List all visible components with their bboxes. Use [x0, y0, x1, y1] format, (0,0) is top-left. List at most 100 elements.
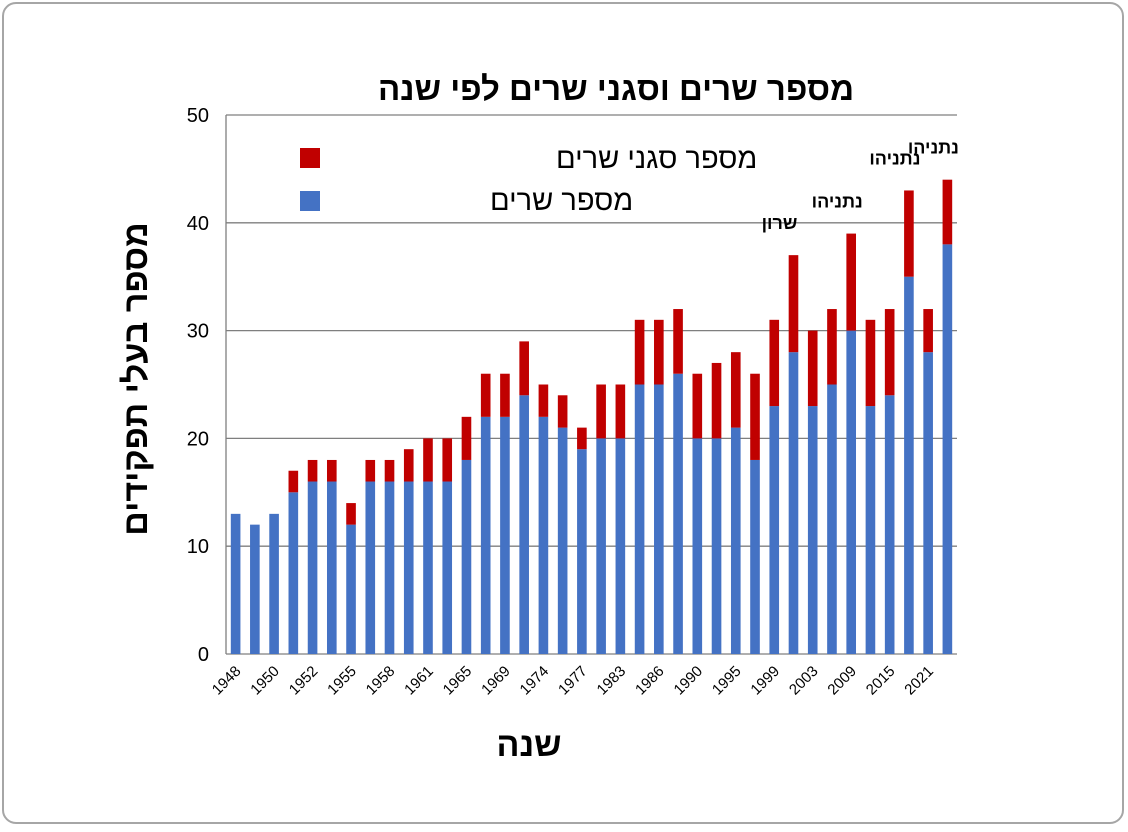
bar-deputy-ministers-1953: [326, 459, 337, 482]
x-tick-label: 1969: [478, 663, 514, 699]
bar-ministers-1955: [346, 524, 356, 654]
bar-ministers-1990: [692, 438, 703, 654]
bar-deputy-ministers-1988: [673, 309, 683, 374]
annotation-label: נתניהו: [908, 138, 959, 158]
bar-deputy-ministers-2009: [846, 233, 857, 331]
bar-deputy-ministers-2021: [923, 309, 933, 353]
y-tick-label: 0: [198, 644, 209, 666]
x-tick-label: 1986: [632, 663, 668, 699]
bar-ministers-1975: [557, 427, 568, 654]
bar-deputy-ministers-1970: [519, 341, 529, 396]
x-tick-label: 1955: [324, 663, 360, 699]
bar-ministers-1969: [500, 416, 510, 654]
x-tick-label: 1948: [209, 663, 245, 699]
annotation-label: שרון: [762, 213, 798, 233]
bar-deputy-ministers-1999: [769, 319, 780, 407]
bar-deputy-ministers-1958: [384, 459, 395, 482]
bar-ministers-1970: [519, 395, 529, 654]
bar-ministers-2013: [865, 406, 876, 654]
bar-deputy-ministers-2001: [788, 255, 799, 353]
bar-deputy-ministers-1955: [346, 503, 356, 525]
bar-deputy-ministers-1996: [750, 373, 760, 460]
x-tick-label: 1995: [709, 663, 745, 699]
bar-deputy-ministers-2006: [827, 309, 837, 385]
legend-label-deputy-ministers: מספר סגני שרים: [556, 143, 757, 175]
x-tick-label: 1974: [517, 663, 553, 699]
y-tick-label: 40: [187, 213, 209, 235]
y-axis-title: מספר בעלי תפקידים: [117, 222, 155, 535]
x-tick-label: 1952: [286, 663, 322, 699]
x-tick-label: 1990: [671, 663, 707, 699]
bar-ministers-1953: [326, 481, 337, 654]
bar-ministers-1950: [269, 513, 279, 654]
bar-ministers-1977: [577, 449, 587, 654]
bar-ministers-2009: [846, 330, 857, 654]
bar-ministers-2006: [827, 384, 837, 654]
bar-deputy-ministers-1969: [500, 373, 510, 417]
bar-deputy-ministers-1959: [403, 449, 414, 482]
x-tick-label: 1958: [363, 663, 399, 699]
bar-deputy-ministers-1990: [692, 373, 703, 439]
bar-deputy-ministers-1986: [654, 319, 664, 385]
bar-deputy-ministers-1984: [634, 319, 645, 385]
bar-ministers-1963: [442, 481, 453, 654]
annotation-label: נתניהו: [812, 192, 863, 212]
bar-ministers-1951: [288, 492, 299, 654]
y-tick-label: 20: [187, 428, 209, 450]
bar-ministers-1995: [730, 427, 741, 654]
bar-ministers-1956: [365, 481, 376, 654]
x-tick-label: 1961: [401, 663, 437, 699]
bar-deputy-ministers-1974: [538, 384, 549, 417]
bar-ministers-1952: [307, 481, 318, 654]
bar-ministers-1988: [673, 373, 683, 654]
legend: מספר סגני שרים מספר שרים: [300, 143, 757, 217]
x-tick-label: 2021: [901, 663, 937, 699]
bar-ministers-2020: [904, 276, 914, 654]
bar-deputy-ministers-1977: [577, 427, 587, 450]
bar-ministers-1992: [711, 438, 722, 654]
bar-ministers-1974: [538, 416, 549, 654]
bar-deputy-ministers-1979: [596, 384, 606, 439]
x-tick-label: 1983: [594, 663, 630, 699]
bar-ministers-2003: [807, 406, 818, 654]
y-tick-label: 30: [187, 321, 209, 343]
bar-ministers-1961: [423, 481, 433, 654]
annotation-label: נתניהו: [869, 148, 920, 168]
bar-deputy-ministers-1966: [480, 373, 491, 417]
bar-ministers-2021: [923, 352, 933, 654]
bar-deputy-ministers-1983: [615, 384, 626, 439]
x-tick-label: 1977: [555, 663, 591, 699]
bar-deputy-ministers-2013: [865, 319, 876, 407]
bar-ministers-1999: [769, 406, 780, 654]
bar-ministers-1958: [384, 481, 395, 654]
bar-deputy-ministers-1951: [288, 470, 299, 493]
x-tick-label: 2003: [786, 663, 822, 699]
legend-swatch-ministers: [300, 191, 320, 211]
x-tick-label: 2009: [824, 663, 860, 699]
y-tick-label: 10: [187, 536, 209, 558]
y-tick-label: 50: [187, 105, 209, 127]
bar-ministers-1948: [230, 513, 241, 654]
bar-ministers-2001: [788, 352, 799, 654]
bar-ministers-1965: [461, 459, 472, 654]
x-tick-label: 1999: [747, 663, 783, 699]
bars: [230, 179, 953, 655]
bar-ministers-1949: [250, 524, 260, 654]
legend-swatch-deputy-ministers: [300, 148, 320, 168]
bar-ministers-1984: [634, 384, 645, 654]
bar-deputy-ministers-1992: [711, 362, 722, 439]
bar-deputy-ministers-1975: [557, 395, 568, 428]
bar-ministers-2015: [884, 395, 895, 654]
bar-deputy-ministers-1961: [423, 438, 433, 482]
bar-ministers-1979: [596, 438, 606, 654]
bar-ministers-2022: [942, 244, 953, 655]
legend-label-ministers: מספר שרים: [490, 185, 633, 217]
bar-deputy-ministers-1995: [730, 352, 741, 428]
chart-canvas: מספר שרים וסגני שרים לפי שנה 0 10 20 30 40 50…: [117, 70, 959, 764]
bar-deputy-ministers-2003: [807, 330, 818, 407]
bar-ministers-1966: [480, 416, 491, 654]
bar-deputy-ministers-2022: [942, 179, 953, 245]
x-axis-title: שנה: [496, 726, 561, 764]
